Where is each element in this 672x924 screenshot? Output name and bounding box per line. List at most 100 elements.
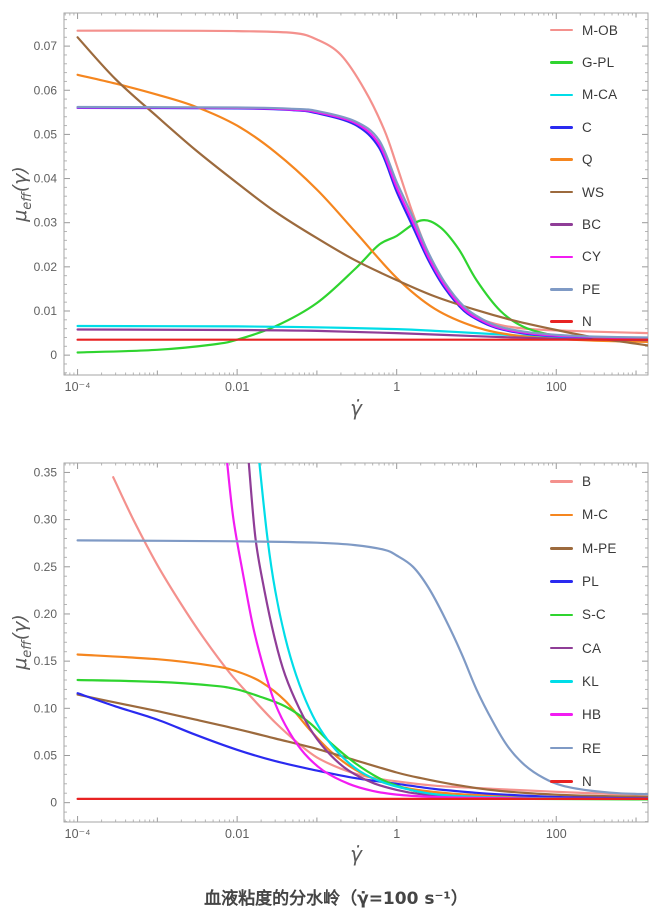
y-tick-label: 0.04	[34, 172, 58, 186]
plot-frame	[63, 462, 649, 823]
legend-item-pe: PE	[550, 273, 618, 305]
legend-swatch-c	[550, 126, 573, 129]
curve-m-ca	[76, 324, 648, 340]
top-y-axis-label: μeff(γ)	[9, 166, 35, 222]
y-tick-label: 0.03	[34, 216, 58, 230]
legend-swatch-n	[550, 780, 573, 783]
legend-swatch-g-pl	[550, 61, 573, 64]
legend-swatch-b	[550, 480, 573, 483]
legend-label: G-PL	[582, 55, 615, 71]
y-tick-label: 0	[50, 348, 57, 362]
legend-label: PL	[582, 574, 599, 590]
legend-label: CA	[582, 640, 602, 656]
mu-subscript: eff	[19, 192, 35, 210]
legend-item-hb: HB	[550, 698, 617, 731]
legend-label: S-C	[582, 607, 606, 623]
curve-m-pe	[76, 693, 648, 798]
curve-hb	[226, 463, 648, 800]
mu-argument: (γ)	[9, 166, 32, 193]
x-tick-label: 10⁻⁴	[65, 827, 91, 841]
x-tick-label: 1	[393, 827, 400, 841]
mu-argument: (γ)	[9, 614, 32, 641]
legend-swatch-pl	[550, 580, 573, 583]
legend-swatch-kl	[550, 680, 573, 683]
y-tick-label: 0.01	[34, 304, 58, 318]
y-tick-label: 0.35	[34, 465, 58, 479]
curve-pe	[76, 105, 648, 339]
legend-label: CY	[582, 249, 602, 265]
curve-pl	[76, 692, 648, 800]
legend-item-m-c: M-C	[550, 498, 617, 531]
legend-label: N	[582, 314, 592, 330]
top-viscosity-chart: 10⁻⁴ 0.01 1 100 0 0.01 0.02 0.03 0.04 0.05 0.06 0.0…	[0, 0, 672, 430]
legend-label: C	[582, 119, 592, 135]
legend-swatch-ca	[550, 646, 573, 650]
legend-item-m-ob: M-OB	[550, 14, 618, 46]
curves-group	[76, 463, 648, 801]
legend-item-bc: BC	[550, 208, 618, 240]
legend-item-ca: CA	[550, 631, 617, 664]
y-tick-label: 0.10	[34, 701, 58, 715]
legend-label: M-CA	[582, 87, 618, 103]
top-chart-plot-area: 10⁻⁴ 0.01 1 100 0 0.01 0.02 0.03 0.04 0.05 0.06 0.0…	[34, 12, 649, 394]
legend-item-m-pe: M-PE	[550, 532, 617, 565]
legend-swatch-q	[550, 158, 573, 162]
curves-group	[76, 29, 648, 354]
bottom-x-axis-label: γ̇	[350, 842, 362, 866]
legend-label: M-C	[582, 507, 609, 523]
y-tick-label: 0.05	[34, 748, 58, 762]
legend-label: RE	[582, 740, 602, 756]
plot-frame	[63, 12, 649, 376]
x-tick-label: 100	[546, 827, 567, 841]
legend-item-pl: PL	[550, 565, 617, 598]
y-tick-label: 0.05	[34, 127, 58, 141]
legend-item-kl: KL	[550, 665, 617, 698]
legend-swatch-m-pe	[550, 546, 573, 550]
legend-item-n: N	[550, 306, 618, 338]
legend-label: N	[582, 773, 592, 789]
legend-label: Q	[582, 152, 593, 168]
legend-swatch-cy	[550, 255, 573, 259]
legend-item-re: RE	[550, 731, 617, 764]
legend-item-b: B	[550, 465, 617, 498]
top-chart-legend: M-OB G-PL M-CA C Q WS BC CY PE N	[550, 14, 618, 338]
legend-item-g-pl: G-PL	[550, 46, 618, 78]
legend-label: PE	[582, 281, 601, 297]
mu-subscript: eff	[19, 640, 35, 658]
legend-item-c: C	[550, 111, 618, 143]
legend-swatch-ws	[550, 190, 573, 194]
legend-label: WS	[582, 184, 605, 200]
curve-b	[112, 476, 648, 796]
curve-g-pl	[76, 219, 648, 354]
curve-re	[76, 539, 648, 796]
y-tick-label: 0.30	[34, 513, 58, 527]
bottom-chart-legend: B M-C M-PE PL S-C CA KL HB RE N	[550, 465, 617, 798]
legend-swatch-s-c	[550, 613, 573, 617]
x-tick-label: 100	[546, 380, 567, 394]
legend-swatch-bc	[550, 223, 573, 226]
y-tick-label: 0.07	[34, 39, 58, 53]
curve-m-c	[76, 653, 648, 800]
legend-item-q: Q	[550, 144, 618, 176]
x-tick-label: 0.01	[225, 827, 249, 841]
x-tick-label: 0.01	[225, 380, 249, 394]
legend-swatch-m-c	[550, 513, 573, 517]
legend-label: HB	[582, 707, 602, 723]
mu-symbol: μ	[9, 209, 32, 222]
curve-ws	[76, 36, 648, 347]
x-tick-label: 1	[393, 380, 400, 394]
legend-label: M-OB	[582, 22, 619, 38]
legend-item-cy: CY	[550, 241, 618, 273]
legend-label: M-PE	[582, 540, 617, 556]
y-tick-label: 0.20	[34, 607, 58, 621]
y-tick-label: 0.06	[34, 83, 58, 97]
legend-label: KL	[582, 673, 599, 689]
legend-swatch-hb	[550, 713, 573, 717]
top-x-axis-label: γ̇	[350, 396, 362, 420]
legend-label: B	[582, 474, 592, 490]
bottom-y-axis-label: μeff(γ)	[9, 614, 35, 670]
legend-swatch-m-ca	[550, 93, 573, 97]
legend-swatch-re	[550, 746, 573, 750]
y-tick-label: 0.15	[34, 654, 58, 668]
